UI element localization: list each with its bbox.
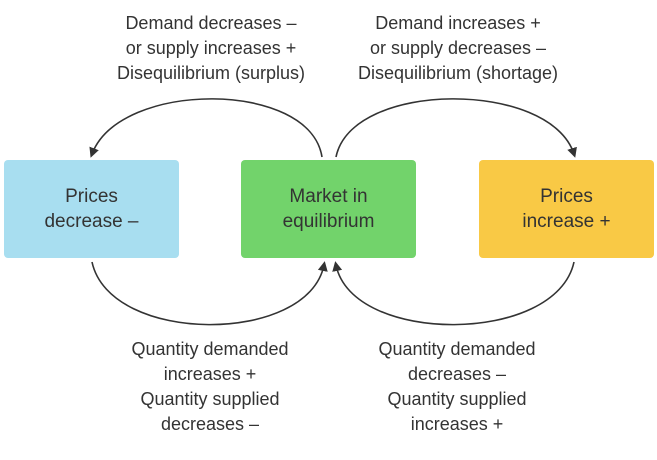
top-right-label-line1: Demand increases + — [375, 13, 541, 33]
bottom-right-label: Quantity demanded decreases – Quantity s… — [342, 337, 572, 437]
bottom-left-label-line2: increases + — [163, 364, 257, 384]
box-prices-decrease: Prices decrease – — [4, 160, 179, 258]
top-right-label: Demand increases + or supply decreases –… — [323, 11, 593, 86]
bottom-right-label-line3: Quantity supplied — [387, 389, 527, 409]
box-prices-increase-line1: Prices — [540, 186, 593, 207]
top-left-label-line1: Demand decreases – — [125, 13, 297, 33]
bottom-left-label-line4: decreases – — [160, 414, 260, 434]
top-left-label-line3: Disequilibrium (surplus) — [116, 63, 306, 83]
box-prices-increase: Prices increase + — [479, 160, 654, 258]
box-prices-decrease-line2: decrease – — [44, 211, 139, 232]
bottom-right-label-line2: decreases – — [407, 364, 507, 384]
bottom-left-label: Quantity demanded increases + Quantity s… — [95, 337, 325, 437]
arrow-equilibrium-to-increase — [335, 98, 577, 158]
arrow-decrease-to-equilibrium — [91, 261, 328, 326]
top-left-label-line2: or supply increases + — [125, 38, 297, 58]
bottom-left-label-line1: Quantity demanded — [131, 339, 289, 359]
top-right-label-line3: Disequilibrium (shortage) — [357, 63, 559, 83]
arrow-increase-to-equilibrium — [332, 261, 575, 326]
bottom-right-label-line4: increases + — [410, 414, 504, 434]
arrow-equilibrium-to-decrease — [89, 98, 323, 158]
box-prices-increase-line2: increase + — [522, 211, 611, 232]
bottom-right-label-line1: Quantity demanded — [378, 339, 536, 359]
bottom-left-label-line3: Quantity supplied — [140, 389, 280, 409]
box-market-equilibrium-line1: Market in — [289, 186, 368, 207]
box-market-equilibrium: Market in equilibrium — [241, 160, 416, 258]
top-left-label: Demand decreases – or supply increases +… — [80, 11, 342, 86]
top-right-label-line2: or supply decreases – — [369, 38, 547, 58]
box-prices-decrease-line1: Prices — [65, 186, 118, 207]
box-market-equilibrium-line2: equilibrium — [282, 211, 375, 232]
